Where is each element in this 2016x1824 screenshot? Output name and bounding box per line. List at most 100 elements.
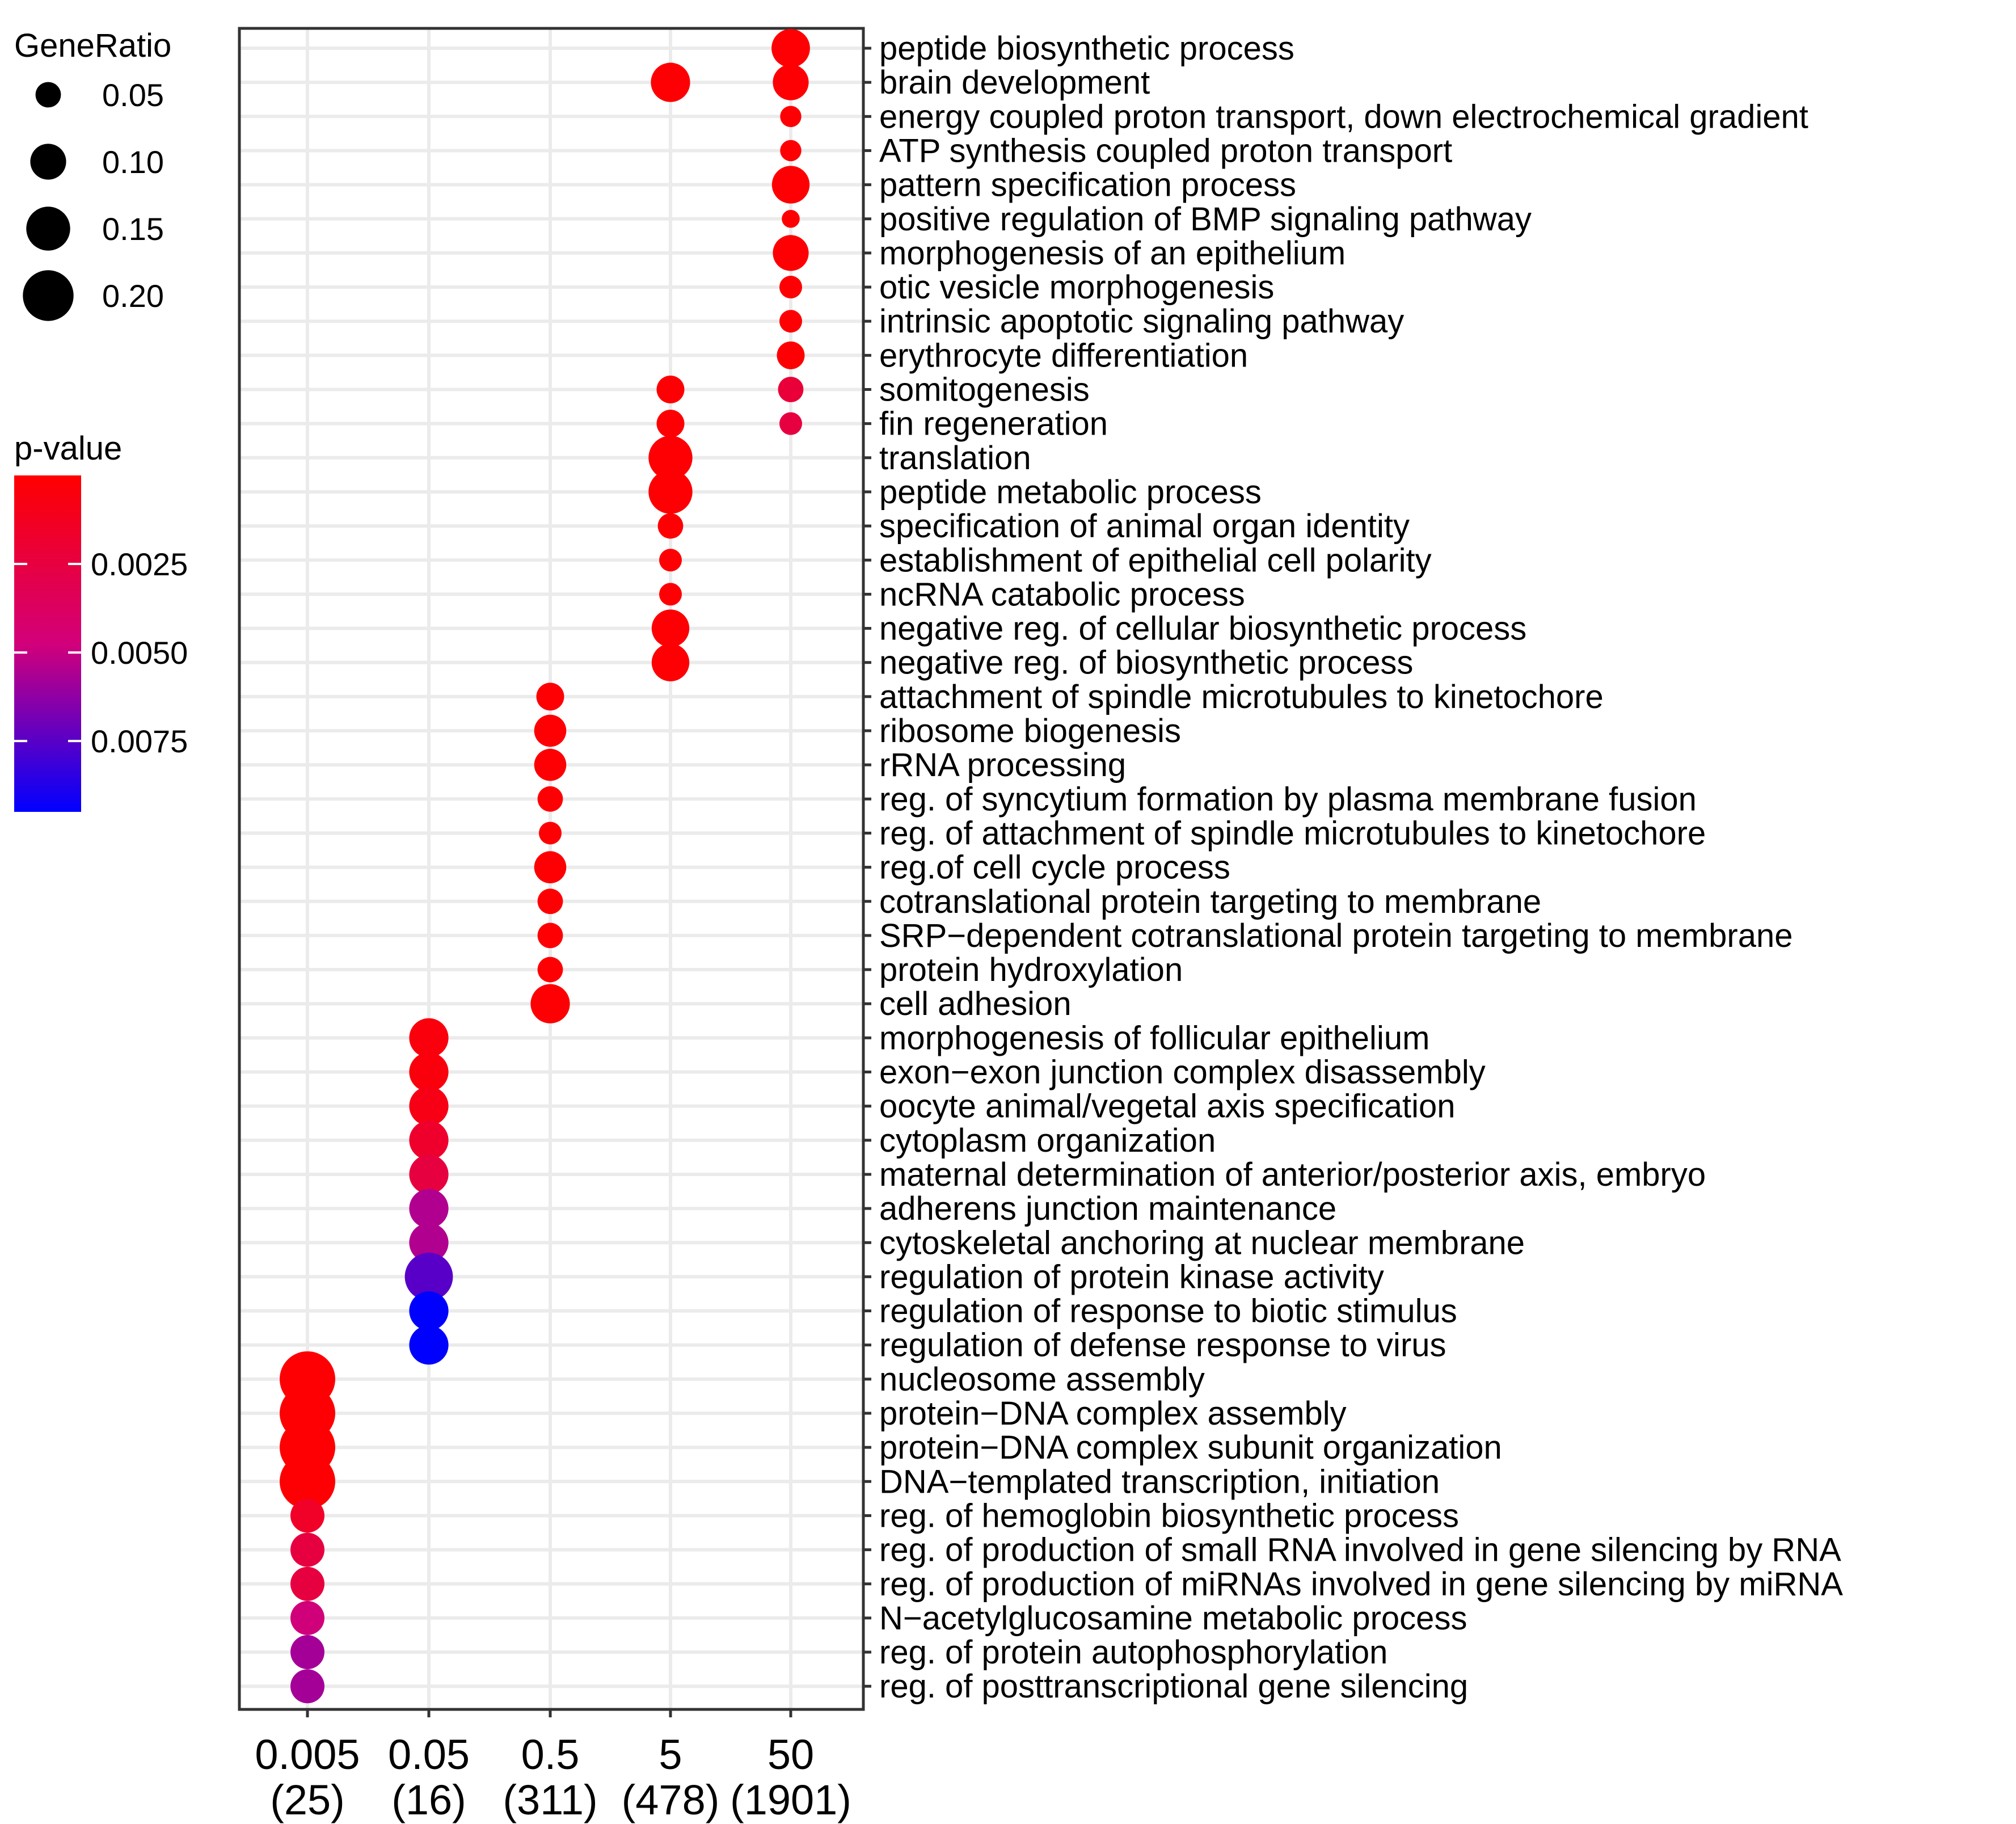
x-tick-count-label: (478) xyxy=(622,1776,720,1823)
data-point xyxy=(659,583,682,606)
size-legend-label: 0.20 xyxy=(102,278,164,314)
term-label: reg. of production of small RNA involved… xyxy=(879,1532,1841,1569)
data-point xyxy=(290,1635,324,1670)
size-legend-dot xyxy=(26,207,70,251)
data-point xyxy=(409,1086,449,1126)
data-point xyxy=(409,1291,449,1331)
term-label: ribosome biogenesis xyxy=(879,713,1181,749)
color-legend-gradient-bar xyxy=(14,475,81,812)
data-point xyxy=(651,62,690,102)
data-point xyxy=(290,1566,324,1601)
generatio-size-legend: GeneRatio 0.05 0.10 0.15 0.20 xyxy=(14,27,171,321)
data-point xyxy=(780,140,802,162)
term-label: fin regeneration xyxy=(879,406,1108,443)
data-point xyxy=(771,166,810,204)
p-value-color-legend: p-value 0.0025 0.0050 0.0075 xyxy=(14,430,188,812)
data-point xyxy=(773,64,809,100)
x-tick-count-label: (1901) xyxy=(730,1776,851,1823)
term-label: DNA−templated transcription, initiation xyxy=(879,1463,1440,1500)
term-label: cell adhesion xyxy=(879,985,1072,1022)
term-label: attachment of spindle microtubules to ki… xyxy=(879,679,1604,715)
term-label: morphogenesis of follicular epithelium xyxy=(879,1020,1429,1056)
term-label: regulation of defense response to virus xyxy=(879,1327,1446,1364)
term-label: erythrocyte differentiation xyxy=(879,337,1248,374)
term-label: exon−exon junction complex disassembly xyxy=(879,1054,1486,1091)
data-point xyxy=(409,1223,449,1262)
data-point xyxy=(648,470,693,514)
x-tick-label: 0.5 xyxy=(521,1731,580,1778)
size-legend-title: GeneRatio xyxy=(14,27,171,64)
data-point xyxy=(409,1018,449,1058)
size-legend-dot xyxy=(35,82,61,108)
term-label: protein−DNA complex assembly xyxy=(879,1395,1347,1432)
term-label: negative reg. of cellular biosynthetic p… xyxy=(879,610,1526,647)
data-point xyxy=(779,276,802,299)
term-label: ncRNA catabolic process xyxy=(879,576,1245,613)
term-label: reg. of attachment of spindle microtubul… xyxy=(879,815,1706,852)
color-legend-title: p-value xyxy=(14,430,122,467)
data-point xyxy=(779,412,802,435)
term-label: N−acetylglucosamine metabolic process xyxy=(879,1600,1467,1637)
data-point xyxy=(779,310,802,333)
data-point xyxy=(290,1498,324,1533)
term-label: adherens junction maintenance xyxy=(879,1190,1336,1227)
term-label: somitogenesis xyxy=(879,372,1090,408)
data-point xyxy=(773,235,809,271)
data-point xyxy=(530,984,570,1023)
data-point xyxy=(290,1600,324,1635)
data-point xyxy=(651,643,690,681)
term-label: energy coupled proton transport, down el… xyxy=(879,98,1808,135)
term-label: otic vesicle morphogenesis xyxy=(879,269,1274,306)
term-label: positive regulation of BMP signaling pat… xyxy=(879,201,1532,238)
term-label: peptide metabolic process xyxy=(879,474,1262,511)
data-point xyxy=(777,341,805,369)
grid-lines xyxy=(239,28,863,1709)
term-label: reg. of posttranscriptional gene silenci… xyxy=(879,1668,1468,1705)
size-legend-label: 0.10 xyxy=(102,144,164,180)
term-label: negative reg. of biosynthetic process xyxy=(879,644,1413,681)
color-legend-label: 0.0025 xyxy=(91,546,188,582)
term-label: regulation of protein kinase activity xyxy=(879,1258,1384,1295)
term-label: oocyte animal/vegetal axis specification xyxy=(879,1088,1456,1125)
data-point xyxy=(778,377,804,402)
term-label: peptide biosynthetic process xyxy=(879,30,1294,67)
x-tick-label: 50 xyxy=(767,1731,814,1778)
term-label: regulation of response to biotic stimulu… xyxy=(879,1293,1457,1330)
x-axis-labels: 0.005(25) 0.05(16) 0.5(311) 5(478) 50(1901) xyxy=(255,1731,851,1823)
data-point xyxy=(537,888,563,915)
x-tick-count-label: (25) xyxy=(270,1776,345,1823)
data-point xyxy=(648,436,693,480)
term-label: rRNA processing xyxy=(879,747,1126,783)
term-label: brain development xyxy=(879,64,1150,101)
data-point xyxy=(409,1155,449,1194)
data-point xyxy=(534,714,567,747)
x-tick-label: 5 xyxy=(659,1731,682,1778)
x-tick-count-label: (311) xyxy=(503,1776,597,1823)
term-label: intrinsic apoptotic signaling pathway xyxy=(879,303,1404,340)
data-point xyxy=(537,957,563,983)
size-legend-dot xyxy=(23,270,74,321)
size-legend-dot xyxy=(30,144,66,180)
data-points xyxy=(280,29,810,1704)
size-legend-label: 0.05 xyxy=(102,77,164,113)
x-axis-ticks xyxy=(306,1709,792,1717)
term-label: cytoskeletal anchoring at nuclear membra… xyxy=(879,1224,1525,1261)
term-label: morphogenesis of an epithelium xyxy=(879,235,1346,272)
term-label: reg. of hemoglobin biosynthetic process xyxy=(879,1497,1459,1534)
data-point xyxy=(656,376,685,403)
term-label: reg. of syncytium formation by plasma me… xyxy=(879,781,1697,818)
data-point xyxy=(280,1454,335,1510)
x-tick-count-label: (16) xyxy=(391,1776,466,1823)
term-label: cytoplasm organization xyxy=(879,1122,1216,1159)
data-point xyxy=(290,1532,324,1567)
term-label: protein−DNA complex subunit organization xyxy=(879,1429,1502,1466)
term-label: ATP synthesis coupled proton transport xyxy=(879,132,1452,169)
data-point xyxy=(537,922,563,949)
data-point xyxy=(539,822,562,845)
term-label: nucleosome assembly xyxy=(879,1361,1205,1398)
data-point xyxy=(536,683,564,711)
data-point xyxy=(537,786,563,812)
term-label: cotranslational protein targeting to mem… xyxy=(879,883,1541,920)
term-label: reg. of production of miRNAs involved in… xyxy=(879,1566,1843,1603)
